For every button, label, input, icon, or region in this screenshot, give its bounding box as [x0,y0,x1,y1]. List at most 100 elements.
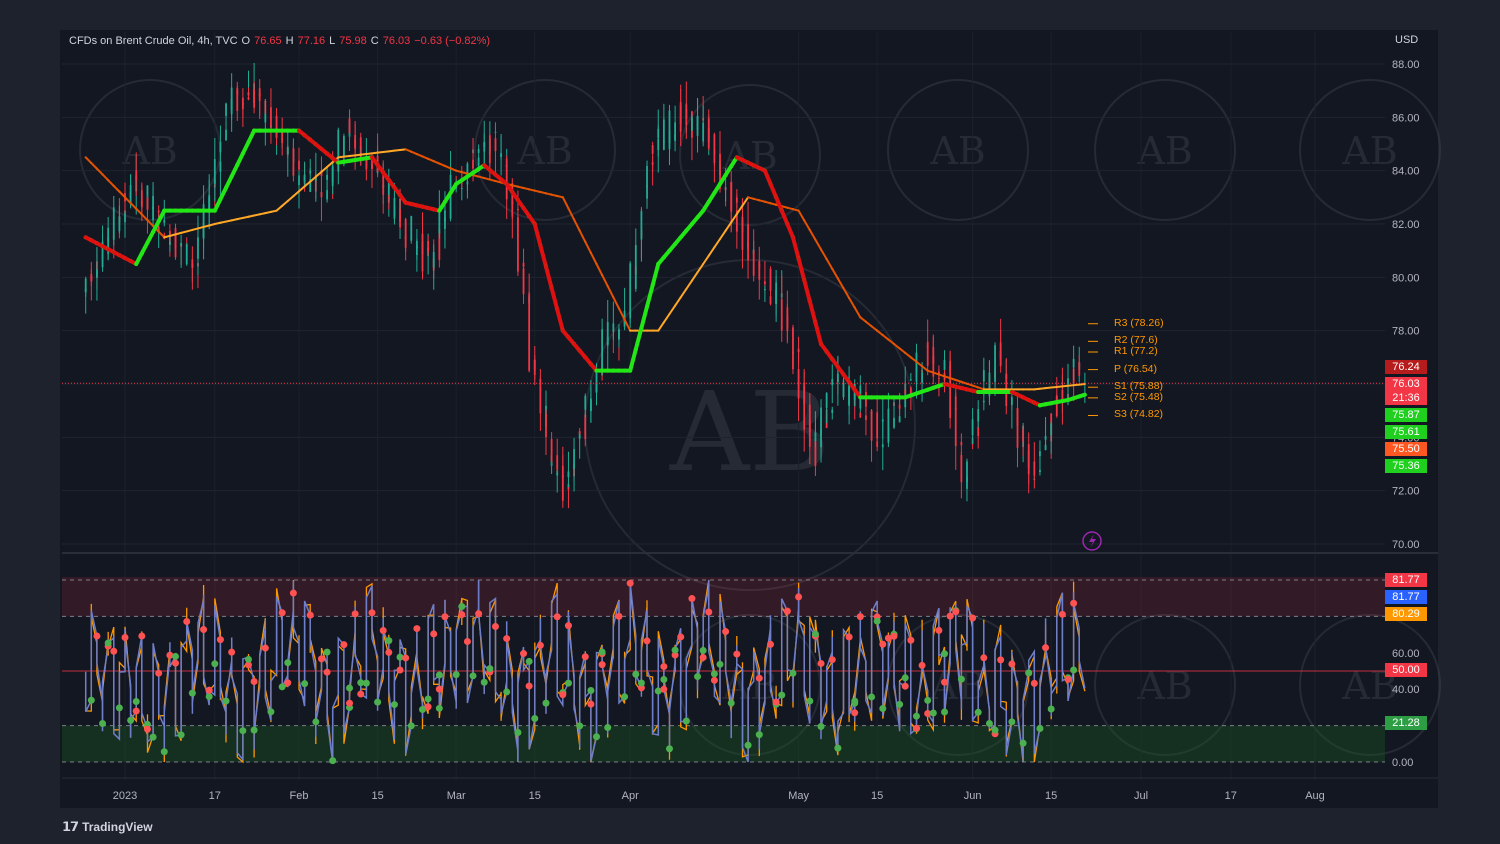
ma-segment [707,246,716,257]
ma-segment [224,174,234,190]
candle-body [517,208,519,211]
candle-body [674,122,676,141]
candle-body [157,210,160,213]
osc-cross-dot [772,698,780,706]
osc-cross-dot [660,663,668,671]
price-tick-label: 72.00 [1392,486,1420,498]
candle-body [758,264,761,280]
osc-cross-dot [121,633,129,641]
candle-body [387,196,390,199]
osc-cross-dot [1008,718,1016,726]
candle-body [174,233,177,258]
ma-segment [314,170,323,178]
candle-body [629,263,632,313]
osc-cross-dot [1064,675,1072,683]
osc-cross-dot [362,679,370,687]
candle-body [438,229,441,260]
candle-body [230,87,233,111]
ma-segment [549,286,560,312]
candle-body [640,211,643,240]
osc-cross-dot [351,610,359,618]
osc-cross-dot [149,733,157,741]
osc-cross-dot [160,748,168,756]
candle-body [1067,378,1069,385]
osc-cross-dot [559,691,567,699]
candle-body [96,269,98,278]
ma-segment [606,285,615,299]
candle-body [870,410,873,441]
candle-body [769,296,772,304]
osc-cross-dot [817,659,825,667]
osc-cross-dot [660,676,668,684]
price-tick-label: 84.00 [1392,166,1420,178]
ma-segment [124,196,132,205]
candle-body [208,197,211,213]
candle-body [432,252,435,268]
ma-segment [235,151,245,167]
osc-cross-dot [677,633,685,641]
candle-body [460,187,463,189]
candle-body [595,372,598,393]
candle-body [1078,362,1081,376]
osc-cross-dot [1070,666,1078,674]
slow-ma-line [84,148,1086,391]
symbol-name[interactable]: CFDs on Brent Crude Oil, 4h, TVC [69,35,238,47]
tradingview-logo[interactable]: 𝟭𝟳 TradingView [62,819,153,834]
ma-segment [612,296,620,310]
candle-body [977,426,980,437]
ma-segment [876,329,884,337]
ma-segment [679,288,688,299]
ma-segment [859,316,867,323]
osc-cross-dot [284,659,292,667]
candle-body [191,259,194,268]
osc-cross-dot [755,674,763,682]
candle-body [449,174,452,219]
osc-cross-dot [469,672,477,680]
ma-segment [134,251,144,266]
candle-body [556,470,559,476]
candle-body [236,88,239,96]
candle-body [926,341,929,367]
osc-cross-dot [441,613,449,621]
candle-body [994,345,996,382]
price-tick-label: 86.00 [1392,112,1420,124]
osc-cross-dot [1047,705,1055,713]
osc-cross-dot [205,692,213,700]
osc-cross-dot [811,630,819,638]
currency-label[interactable]: USD [1395,34,1419,46]
osc-cross-dot [744,741,752,749]
ma-segment [768,182,779,200]
osc-cross-dot [564,622,572,630]
candle-body [1033,461,1036,476]
osc-cross-dot [357,690,365,698]
pivot-label: R1 (77.2) [1114,345,1158,357]
candle-body [943,360,946,371]
candle-body [163,220,166,223]
pivot-label: S2 (75.48) [1114,390,1164,403]
candle-body [876,412,879,439]
pivot-label: P (76.54) [1114,362,1157,375]
osc-cross-dot [593,733,601,741]
osc-cross-dot [346,684,354,692]
osc-cross-dot [941,708,949,716]
candle-body [938,371,940,375]
candle-body [343,136,345,157]
candle-body [545,413,547,437]
osc-cross-dot [615,612,623,620]
candle-body [954,396,957,447]
oversold-zone [62,725,1385,762]
time-tick-label: 15 [1045,790,1057,802]
osc-cross-dot [99,719,107,727]
osc-cross-dot [935,626,943,634]
osc-cross-dot [239,727,247,735]
watermark-ring [887,79,1029,221]
osc-cross-dot [390,701,398,709]
osc-cross-dot [525,682,533,690]
candle-body [573,449,575,469]
osc-cross-dot [104,639,112,647]
candle-body [219,141,222,153]
candle-body [286,147,289,155]
candle-body [84,278,87,293]
